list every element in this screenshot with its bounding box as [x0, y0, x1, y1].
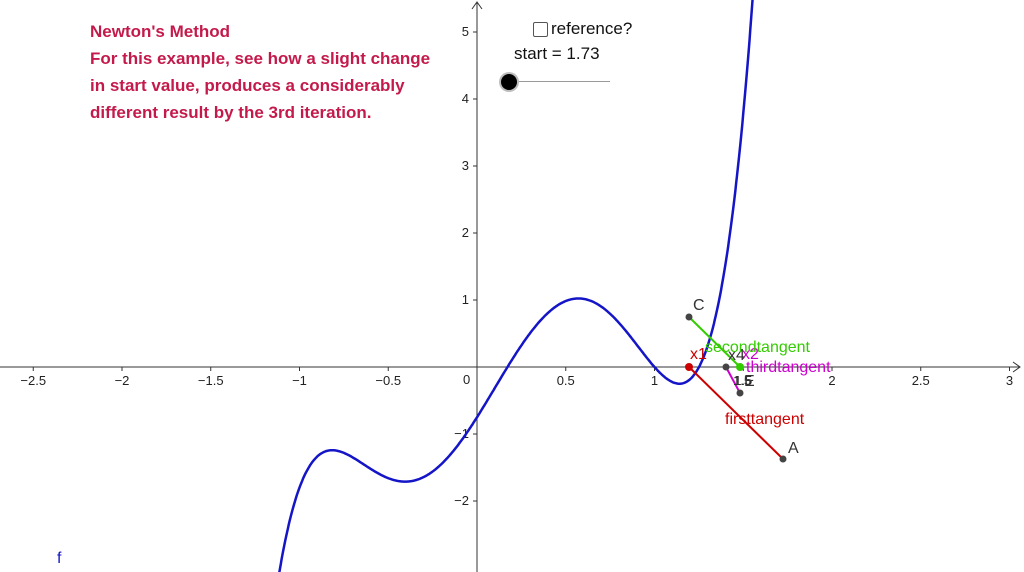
point-e[interactable]: [736, 389, 744, 397]
third-tangent-line[interactable]: [725, 366, 741, 394]
annotation-title: Newton's Method: [90, 22, 231, 41]
second-tangent-line[interactable]: [688, 316, 741, 368]
label-second-tangent: secondtangent: [705, 339, 811, 356]
label-x4-value: 1.5: [733, 373, 751, 388]
x-tick-label: 3: [1006, 373, 1013, 388]
y-tick-label: 3: [462, 158, 469, 173]
point-x2[interactable]: [736, 363, 744, 371]
point-c[interactable]: [685, 313, 693, 321]
reference-label: reference?: [551, 19, 633, 38]
label-first-tangent: firsttangent: [725, 411, 805, 428]
annotation-line-3: different result by the 3rd iteration.: [90, 103, 372, 122]
y-tick-label: 2: [462, 225, 469, 240]
label-e: E: [744, 373, 755, 390]
x-tick-label: −1: [292, 373, 307, 388]
x-tick-label: −2.5: [20, 373, 46, 388]
x-tick-label: −1.5: [198, 373, 224, 388]
origin-label: 0: [463, 372, 470, 387]
y-axis-ticks: −2 −1 1 2 3 4 5: [454, 24, 477, 508]
function-label: f: [57, 550, 62, 567]
x-tick-label: 1: [651, 373, 658, 388]
y-tick-label: −2: [454, 493, 469, 508]
x-tick-label: 2: [828, 373, 835, 388]
annotation-line-1: For this example, see how a slight chang…: [90, 49, 431, 68]
first-tangent-line[interactable]: [688, 366, 784, 460]
label-x2: x2: [742, 346, 759, 363]
point-x3[interactable]: [722, 363, 730, 371]
reference-toggle[interactable]: reference?: [533, 19, 632, 39]
x-tick-label: 2.5: [912, 373, 930, 388]
label-x1: x1: [690, 346, 707, 363]
y-tick-label: 1: [462, 292, 469, 307]
function-curve[interactable]: [276, 0, 754, 572]
start-slider-handle[interactable]: [501, 74, 517, 90]
start-slider-label: start = 1.73: [514, 44, 600, 63]
y-tick-label: 5: [462, 24, 469, 39]
x-axis: [0, 361, 1021, 373]
label-c: C: [693, 297, 705, 314]
label-a: A: [788, 440, 799, 457]
y-tick-label: 4: [462, 91, 469, 106]
x-tick-label: −0.5: [375, 373, 401, 388]
label-third-tangent: thirdtangent: [746, 359, 831, 376]
x-tick-label: 0.5: [557, 373, 575, 388]
method-annotation: Newton's Method For this example, see ho…: [90, 18, 430, 126]
start-slider-track[interactable]: [509, 81, 610, 82]
point-a[interactable]: [779, 455, 787, 463]
y-axis: [471, 1, 483, 572]
label-x4: x4: [728, 347, 745, 364]
x-tick-label: 1.5: [734, 373, 752, 388]
x-axis-ticks: −2.5 −2 −1.5 −1 −0.5 0.5 1 1.5 2 2.5 3: [20, 367, 1013, 388]
annotation-line-2: in start value, produces a considerably: [90, 76, 405, 95]
y-tick-label: −1: [454, 426, 469, 441]
point-x1[interactable]: [685, 363, 693, 371]
reference-checkbox[interactable]: [533, 21, 548, 37]
x-tick-label: −2: [115, 373, 130, 388]
